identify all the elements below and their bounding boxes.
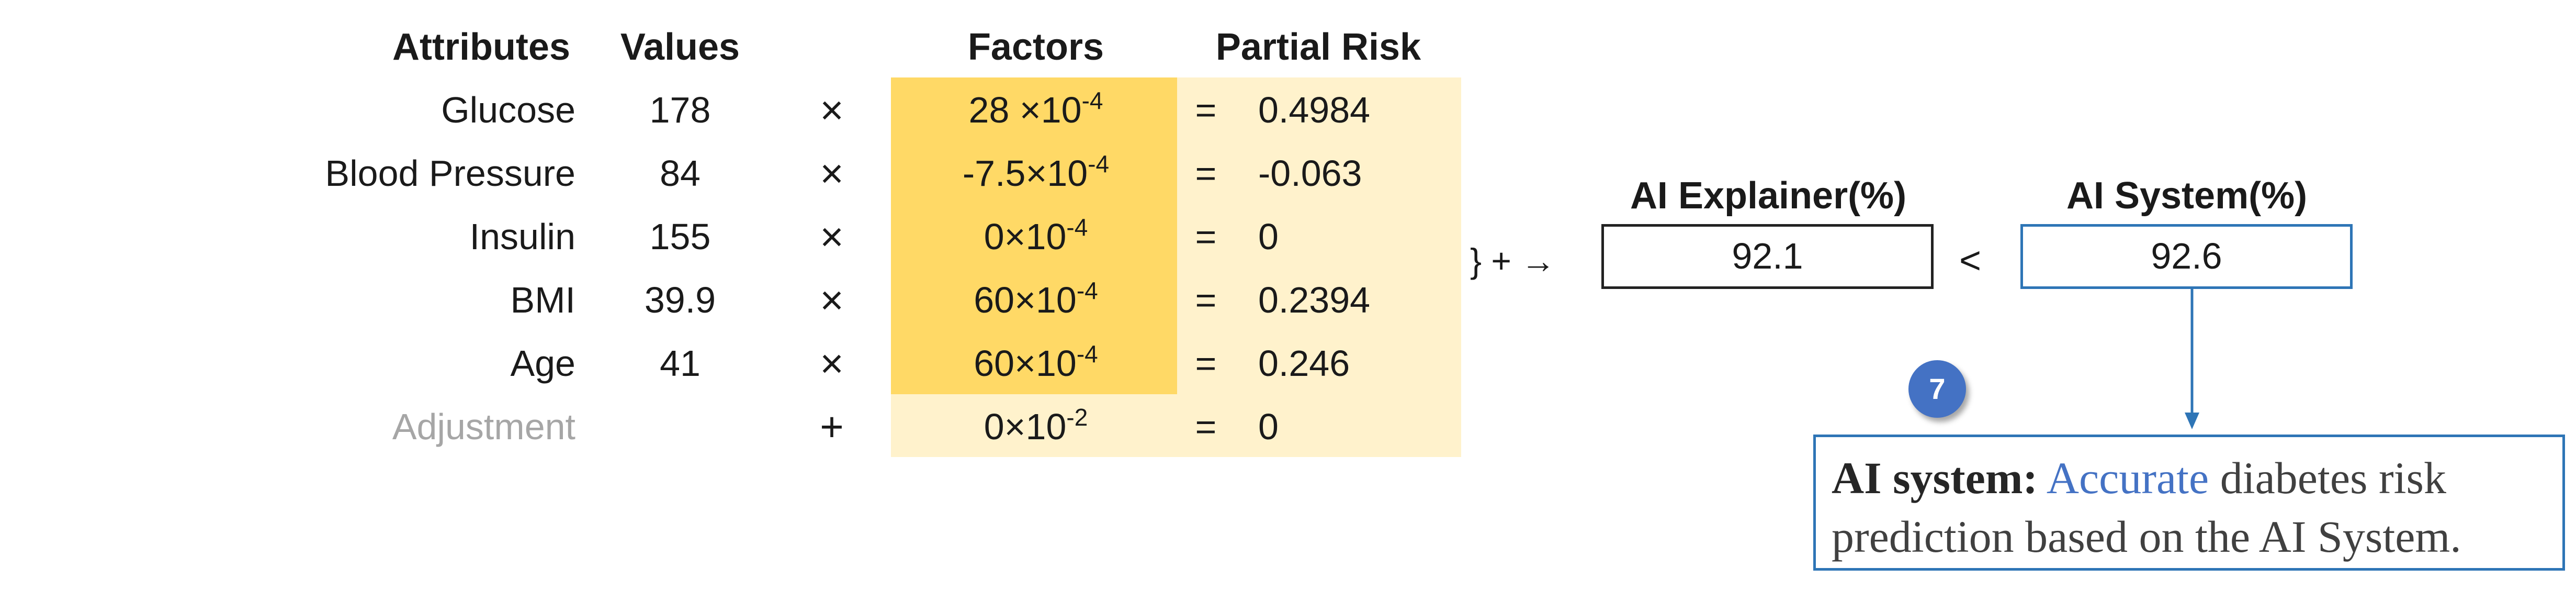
connector-arrow xyxy=(2185,289,2199,429)
row-factor: 60×10-4 xyxy=(889,279,1182,321)
row-partial-risk: 0.2394 xyxy=(1258,280,1371,320)
row-factor: -7.5×10-4 xyxy=(889,152,1182,194)
factor-base: 0×10 xyxy=(984,406,1067,447)
factor-base: 28 ×10 xyxy=(968,90,1082,130)
row-attribute: Insulin xyxy=(469,216,575,257)
factor-exponent: -4 xyxy=(1076,277,1098,304)
row-attribute: BMI xyxy=(510,280,575,320)
row-operator: × xyxy=(820,214,844,260)
step-badge: 7 xyxy=(1908,360,1966,418)
row-equals: = xyxy=(1195,280,1217,320)
header-values: Values xyxy=(620,26,740,68)
row-factor: 0×10-4 xyxy=(889,214,1182,258)
row-value: 84 xyxy=(660,153,701,194)
row-partial-risk: 0 xyxy=(1258,216,1279,257)
row-value: 41 xyxy=(660,343,701,384)
row-partial-risk: 0.4984 xyxy=(1258,90,1371,130)
factor-base: 60×10 xyxy=(974,343,1077,384)
factor-exponent: -4 xyxy=(1088,150,1110,177)
row-factor: 28 ×10-4 xyxy=(889,87,1182,131)
row-attribute: Adjustment xyxy=(392,406,575,447)
header-partial-risk: Partial Risk xyxy=(1215,26,1421,68)
row-value: 178 xyxy=(649,90,711,130)
caption-rest: diabetes risk xyxy=(2220,453,2446,503)
explainer-label: AI Explainer(%) xyxy=(1630,175,1907,217)
row-partial-risk: -0.063 xyxy=(1258,153,1362,194)
row-operator: + xyxy=(820,404,844,450)
row-equals: = xyxy=(1195,216,1217,257)
factor-exponent: -2 xyxy=(1066,404,1088,431)
row-equals: = xyxy=(1195,343,1217,384)
row-factor: 60×10-4 xyxy=(889,342,1182,384)
sum-arrow: } + → xyxy=(1470,241,1556,280)
caption-highlight: Accurate xyxy=(2046,453,2209,503)
row-factor: 0×10-2 xyxy=(889,404,1182,448)
header-attributes: Attributes xyxy=(392,26,570,68)
row-value: 155 xyxy=(649,216,711,257)
factor-base: -7.5×10 xyxy=(962,153,1088,194)
explainer-value-box: 92.1 xyxy=(1601,224,1934,289)
row-operator: × xyxy=(820,87,844,133)
row-attribute: Glucose xyxy=(441,90,575,130)
row-operator: × xyxy=(820,340,844,386)
factor-exponent: -4 xyxy=(1081,87,1103,114)
row-partial-risk: 0.246 xyxy=(1258,343,1350,384)
factors-highlight xyxy=(891,77,1177,394)
row-partial-risk: 0 xyxy=(1258,406,1279,447)
factor-base: 0×10 xyxy=(984,216,1067,257)
row-operator: × xyxy=(820,150,844,196)
caption-line2: prediction based on the AI System. xyxy=(1832,511,2461,562)
factor-base: 60×10 xyxy=(974,280,1077,320)
row-equals: = xyxy=(1195,90,1217,130)
caption-box: AI system: Accurate diabetes risk predic… xyxy=(1813,435,2565,571)
factor-exponent: -4 xyxy=(1066,214,1088,241)
row-value: 39.9 xyxy=(644,280,716,320)
system-label: AI System(%) xyxy=(2066,175,2308,217)
row-equals: = xyxy=(1195,153,1217,194)
row-equals: = xyxy=(1195,406,1217,447)
caption-bold: AI system: xyxy=(1832,453,2038,503)
system-value-box: 92.6 xyxy=(2020,224,2353,289)
header-factors: Factors xyxy=(967,26,1104,68)
factor-exponent: -4 xyxy=(1076,340,1098,368)
row-attribute: Age xyxy=(510,343,575,384)
row-attribute: Blood Pressure xyxy=(325,153,575,194)
comparison-symbol: < xyxy=(1959,240,1982,282)
row-operator: × xyxy=(820,277,844,323)
